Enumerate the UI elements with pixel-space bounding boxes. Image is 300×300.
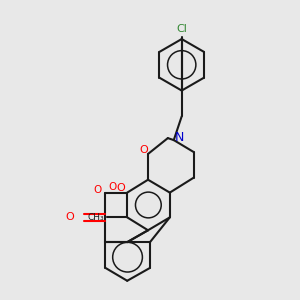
Text: O: O [65, 212, 74, 222]
Text: Cl: Cl [176, 24, 187, 34]
Text: O: O [140, 145, 148, 155]
Text: O: O [116, 183, 125, 193]
Text: N: N [175, 130, 184, 144]
Text: O: O [93, 184, 102, 195]
Text: O: O [108, 182, 116, 192]
Text: CH₃: CH₃ [87, 213, 104, 222]
